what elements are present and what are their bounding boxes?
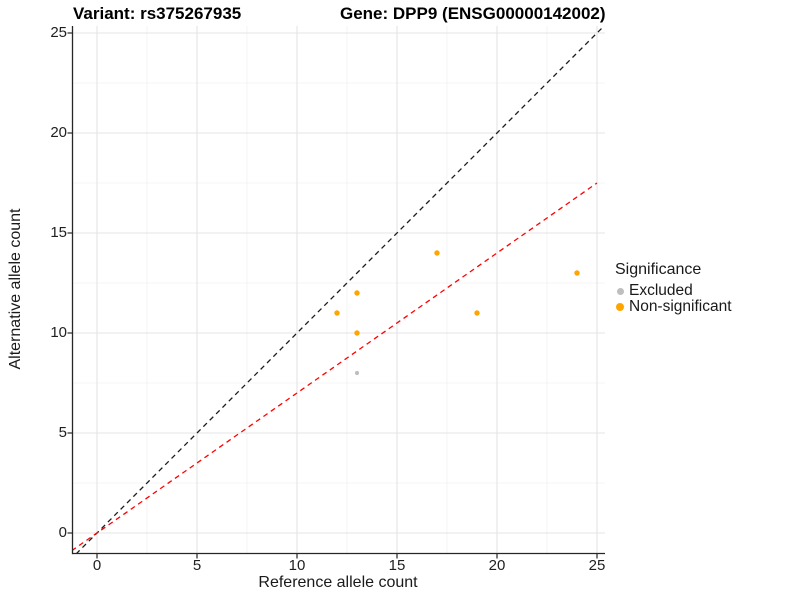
y-tick-label: 0 <box>58 524 67 541</box>
point-excluded <box>354 370 360 376</box>
point-non-significant <box>354 330 360 336</box>
excluded-dot-icon <box>615 283 625 299</box>
point-non-significant <box>354 290 360 296</box>
legend-title: Significance <box>615 261 702 278</box>
non-significant-dot-icon <box>615 299 625 315</box>
x-tick-label: 10 <box>288 557 306 574</box>
plot-title-variant: Variant: rs375267935 <box>73 4 242 23</box>
point-non-significant <box>574 270 580 276</box>
point-non-significant <box>474 310 480 316</box>
x-tick-label: 15 <box>388 557 406 574</box>
x-tick-label: 25 <box>588 557 606 574</box>
x-tick-label: 5 <box>192 557 202 574</box>
x-tick-label: 20 <box>488 557 506 574</box>
y-tick-label: 15 <box>50 224 67 241</box>
y-tick-label: 10 <box>50 324 67 341</box>
y-tick-label: 5 <box>58 424 67 441</box>
legend-item-excluded: Excluded <box>615 283 800 299</box>
plot-title-gene: Gene: DPP9 (ENSG00000142002) <box>340 4 606 23</box>
point-non-significant <box>334 310 340 316</box>
x-tick-label: 0 <box>92 557 102 574</box>
y-tick-label: 25 <box>50 24 67 41</box>
y-tick-label: 20 <box>50 124 67 141</box>
legend-item-non-significant: Non-significant <box>615 299 800 315</box>
legend-item-label: Non-significant <box>629 298 732 315</box>
identity-line <box>75 26 605 554</box>
y-axis-title: Alternative allele count <box>7 208 24 370</box>
point-non-significant <box>434 250 440 256</box>
legend-item-label: Excluded <box>629 282 693 299</box>
legend: Significance Excluded Non-significant <box>615 261 800 315</box>
expected-ratio-line <box>73 182 598 551</box>
x-axis-title: Reference allele count <box>258 574 418 591</box>
